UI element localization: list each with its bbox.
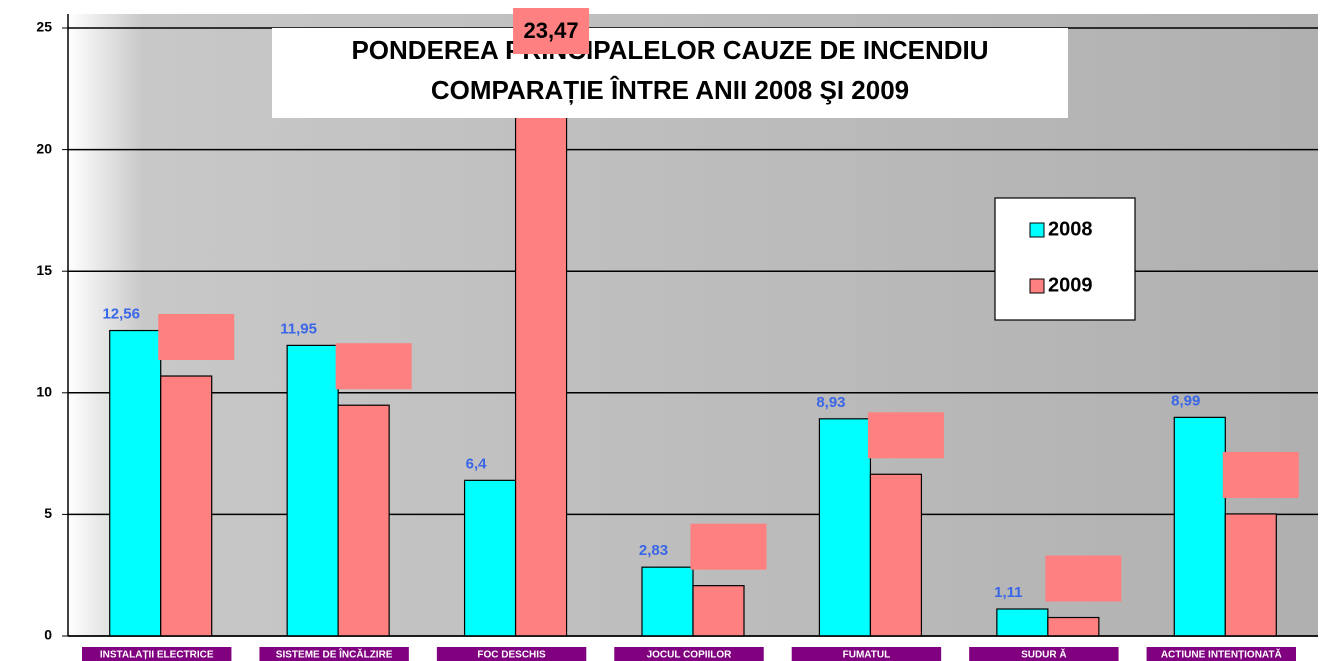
bar	[109, 329, 162, 637]
value-label-box	[158, 314, 235, 361]
chart-title: PONDEREA PRINCIPALELOR CAUZE DE INCENDIU	[351, 35, 988, 65]
y-tick-label: 10	[36, 384, 52, 400]
value-label: 6,4	[466, 455, 488, 472]
bar	[286, 344, 339, 637]
value-label-box	[335, 343, 412, 390]
category-box	[82, 647, 232, 661]
value-label-box	[867, 412, 944, 459]
legend-label: 2008	[1048, 218, 1093, 240]
x-tick-label: SISTEME DE ÎNCĂLZIRE	[276, 648, 393, 661]
value-label: 8,93	[816, 394, 845, 411]
bar	[996, 608, 1049, 637]
x-tick-label: SUDUR Ă	[1021, 648, 1067, 661]
x-tick-label: FUMATUL	[843, 650, 891, 661]
y-tick-label: 15	[36, 262, 52, 278]
bar	[1173, 416, 1226, 637]
x-tick-label: ACTIUNE INTENȚIONATĂ	[1161, 648, 1282, 661]
category-box	[969, 647, 1119, 661]
value-label: 2,83	[639, 542, 668, 559]
legend-box	[994, 197, 1136, 321]
value-label: 12,56	[102, 306, 140, 323]
x-tick-label: INSTALAȚII ELECTRICE	[100, 650, 214, 661]
bar	[869, 473, 923, 637]
y-tick-label: 20	[36, 140, 52, 156]
legend-swatch	[1029, 222, 1045, 238]
category-box	[1146, 647, 1296, 661]
category-box	[791, 647, 942, 661]
x-tick-label: FOC DESCHIS	[477, 650, 546, 661]
bar	[1224, 513, 1277, 637]
value-label: 23,47	[524, 18, 579, 43]
value-label-box	[1222, 451, 1299, 498]
y-tick-label: 25	[36, 19, 52, 35]
bar	[641, 566, 694, 637]
value-label: 8,99	[1171, 392, 1200, 409]
y-tick-label: 5	[44, 505, 52, 521]
bar	[514, 64, 568, 637]
bar	[1047, 616, 1100, 637]
category-box	[614, 647, 764, 661]
x-tick-label: JOCUL COPIILOR	[647, 650, 733, 661]
category-box	[259, 647, 409, 661]
legend-swatch	[1029, 278, 1045, 294]
value-label-box	[513, 8, 590, 54]
bar	[818, 418, 872, 637]
value-label: 1,11	[994, 584, 1022, 601]
bar	[337, 404, 390, 637]
title-box	[272, 28, 1068, 118]
value-label-box	[1045, 555, 1122, 602]
category-box	[436, 647, 587, 661]
value-label: 11,95	[280, 320, 317, 337]
y-tick-label: 0	[44, 627, 52, 643]
bar	[692, 585, 745, 637]
bar	[463, 479, 517, 637]
bar	[160, 375, 213, 637]
chart-title: COMPARAȚIE ÎNTRE ANII 2008 ŞI 2009	[431, 75, 909, 105]
value-label-box	[690, 523, 767, 570]
legend-label: 2009	[1048, 274, 1093, 296]
